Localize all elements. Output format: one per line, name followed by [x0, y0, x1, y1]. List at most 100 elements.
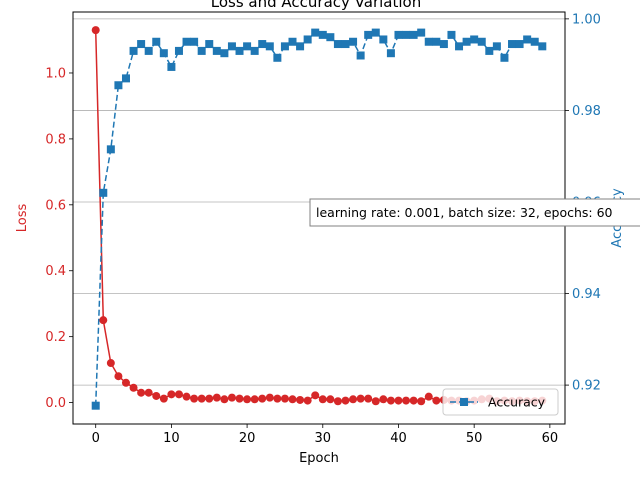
- loss-point: [205, 394, 214, 403]
- accuracy-point: [235, 46, 244, 55]
- accuracy-point: [197, 46, 206, 55]
- left-tick-label: 0.4: [45, 264, 66, 279]
- accuracy-point: [492, 42, 501, 51]
- accuracy-point: [159, 49, 168, 58]
- accuracy-point: [349, 37, 358, 46]
- accuracy-point: [455, 42, 464, 51]
- loss-point: [409, 396, 418, 405]
- loss-point: [371, 397, 380, 406]
- accuracy-point: [91, 401, 100, 410]
- accuracy-point: [333, 40, 342, 49]
- right-tick-label: 1.00: [572, 12, 601, 27]
- accuracy-point: [530, 37, 539, 46]
- left-tick-label: 0.2: [45, 330, 66, 345]
- accuracy-point: [477, 37, 486, 46]
- left-axis-ticks: 0.0 0.2 0.4 0.6 0.8 1.0: [45, 66, 73, 411]
- loss-point: [424, 392, 433, 401]
- loss-point: [137, 388, 146, 397]
- accuracy-point: [205, 40, 214, 49]
- loss-point: [386, 396, 395, 405]
- loss-point: [159, 394, 168, 403]
- x-tick-label: 10: [163, 431, 180, 446]
- loss-point: [356, 394, 365, 403]
- loss-point: [341, 396, 350, 405]
- loss-point: [250, 395, 259, 404]
- x-tick-label: 0: [92, 431, 100, 446]
- x-tick-label: 20: [239, 431, 256, 446]
- loss-point: [212, 393, 221, 402]
- accuracy-point: [515, 40, 524, 49]
- accuracy-point: [523, 35, 532, 44]
- accuracy-point: [129, 46, 138, 55]
- accuracy-point: [258, 40, 267, 49]
- accuracy-point: [280, 42, 289, 51]
- accuracy-point: [303, 35, 312, 44]
- loss-point: [379, 395, 388, 404]
- loss-point: [182, 392, 191, 401]
- loss-point: [349, 395, 358, 404]
- chart-title: Loss and Accuracy Variation: [211, 0, 421, 11]
- left-tick-label: 0.0: [45, 396, 66, 411]
- accuracy-point: [439, 40, 448, 49]
- loss-point: [432, 396, 441, 405]
- loss-point: [318, 395, 327, 404]
- right-tick-label: 0.92: [572, 379, 601, 394]
- left-tick-label: 1.0: [45, 66, 66, 81]
- left-tick-label: 0.8: [45, 132, 66, 147]
- accuracy-point: [190, 37, 199, 46]
- accuracy-point: [296, 42, 305, 51]
- loss-point: [167, 390, 176, 399]
- accuracy-point: [152, 37, 161, 46]
- accuracy-point: [356, 51, 365, 60]
- accuracy-point: [424, 37, 433, 46]
- loss-point: [265, 393, 274, 402]
- accuracy-point: [318, 30, 327, 39]
- x-axis-ticks: 0 10 20 30 40 50 60: [92, 424, 558, 446]
- accuracy-point: [114, 81, 123, 90]
- loss-point: [326, 395, 335, 404]
- accuracy-point: [364, 30, 373, 39]
- annotation-box: learning rate: 0.001, batch size: 32, ep…: [309, 198, 640, 227]
- accuracy-point: [417, 28, 426, 37]
- accuracy-point: [500, 53, 509, 62]
- loss-point: [333, 397, 342, 406]
- accuracy-point: [167, 62, 176, 71]
- accuracy-point: [227, 42, 236, 51]
- x-tick-label: 50: [466, 431, 483, 446]
- loss-point: [402, 396, 411, 405]
- accuracy-point: [432, 37, 441, 46]
- loss-point: [174, 390, 183, 399]
- accuracy-point: [409, 30, 418, 39]
- legend-square-marker: [460, 398, 468, 406]
- x-tick-label: 40: [390, 431, 407, 446]
- accuracy-point: [273, 53, 282, 62]
- accuracy-point: [402, 30, 411, 39]
- loss-point: [235, 394, 244, 403]
- accuracy-point: [462, 37, 471, 46]
- loss-point: [296, 395, 305, 404]
- x-axis-label: Epoch: [299, 451, 339, 466]
- accuracy-point: [394, 30, 403, 39]
- loss-point: [273, 394, 282, 403]
- loss-point: [220, 395, 229, 404]
- legend: Accuracy: [442, 388, 559, 416]
- left-axis-label: Loss: [15, 204, 30, 233]
- loss-point: [364, 394, 373, 403]
- accuracy-point: [326, 33, 335, 42]
- accuracy-point: [288, 37, 297, 46]
- loss-point: [303, 396, 312, 405]
- loss-point: [129, 383, 138, 392]
- accuracy-point: [508, 40, 517, 49]
- accuracy-point: [265, 42, 274, 51]
- accuracy-point: [182, 37, 191, 46]
- loss-point: [288, 395, 297, 404]
- annotation-text: learning rate: 0.001, batch size: 32, ep…: [316, 205, 613, 220]
- legend-entry-accuracy: Accuracy: [488, 395, 546, 410]
- accuracy-point: [341, 40, 350, 49]
- accuracy-point: [121, 74, 130, 83]
- loss-point: [190, 394, 199, 403]
- loss-point: [91, 26, 100, 35]
- right-tick-label: 0.98: [572, 104, 601, 119]
- accuracy-point: [371, 28, 380, 37]
